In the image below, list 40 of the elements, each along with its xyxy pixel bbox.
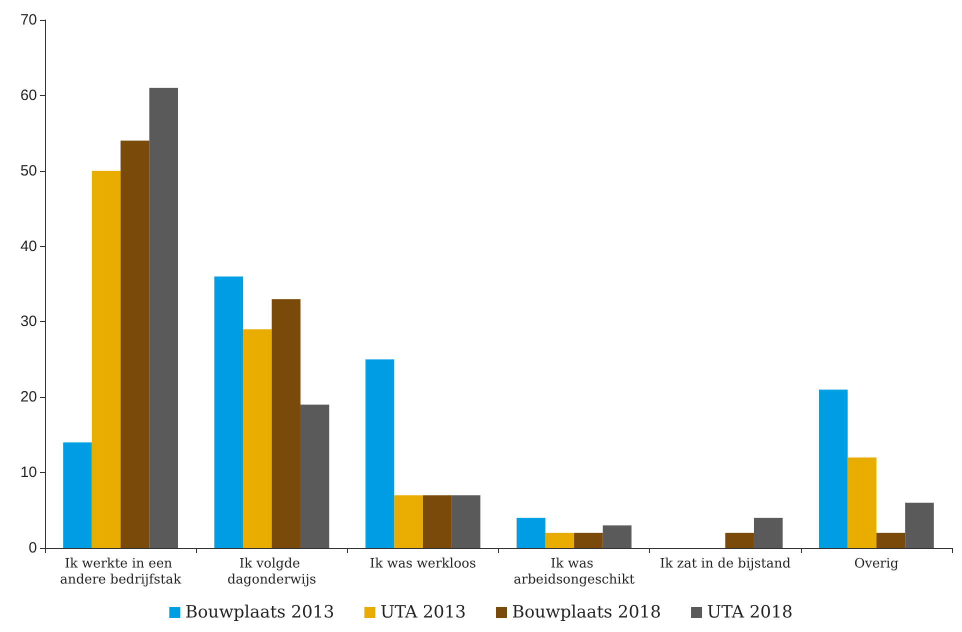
bar: [300, 404, 330, 548]
bar: [243, 329, 272, 548]
x-tick-label: Ik werkte in een andere bedrijfstak: [60, 556, 182, 588]
y-tick-label: 50: [20, 162, 37, 180]
bar: [92, 170, 121, 548]
legend-label: Bouwplaats 2013: [185, 602, 334, 622]
bar: [725, 532, 754, 548]
y-tick-label: 70: [20, 12, 37, 28]
bar: [602, 525, 632, 548]
bar: [120, 140, 150, 548]
legend-label: UTA 2018: [707, 602, 793, 622]
x-tick-label: Ik zat in de bijstand: [660, 556, 791, 572]
bar: [905, 502, 934, 548]
y-tick-label: 10: [20, 464, 37, 482]
bar: [574, 532, 603, 548]
bar: [149, 88, 178, 548]
y-tick-label: 60: [20, 86, 37, 104]
bar: [214, 276, 244, 548]
x-tick-label: Overig: [854, 556, 899, 572]
bar: [272, 299, 300, 548]
x-tick-label: Ik volgde dagonderwijs: [227, 556, 316, 588]
y-tick-label: 30: [20, 313, 37, 330]
bar: [452, 495, 480, 548]
legend-label: UTA 2013: [380, 602, 466, 622]
bar: [365, 359, 394, 548]
bar: [876, 532, 906, 548]
bar: [516, 518, 546, 548]
bar: [63, 442, 92, 548]
bar: [754, 518, 783, 548]
x-tick-label: Ik was werkloos: [370, 556, 476, 572]
bar: [818, 390, 848, 548]
bar: [394, 495, 423, 548]
bar: [848, 457, 876, 548]
x-tick-label: Ik was arbeidsongeschikt: [514, 556, 636, 588]
legend-label: Bouwplaats 2018: [512, 602, 662, 622]
y-tick-label: 20: [20, 388, 37, 406]
bar: [422, 495, 452, 548]
y-tick-label: 40: [20, 238, 37, 255]
y-tick-label: 0: [28, 540, 37, 556]
bar: [545, 532, 574, 548]
